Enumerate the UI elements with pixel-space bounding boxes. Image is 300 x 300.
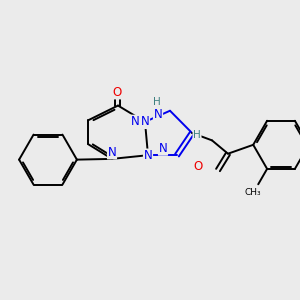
Text: N: N bbox=[159, 142, 167, 155]
Text: H: H bbox=[193, 130, 201, 140]
Text: H: H bbox=[153, 97, 161, 107]
Text: N: N bbox=[108, 146, 116, 159]
Text: CH₃: CH₃ bbox=[245, 188, 262, 197]
Text: N: N bbox=[144, 149, 152, 162]
Text: N: N bbox=[130, 116, 140, 128]
Text: N: N bbox=[154, 108, 162, 121]
Text: O: O bbox=[194, 160, 202, 173]
Text: O: O bbox=[112, 86, 122, 99]
Text: N: N bbox=[141, 116, 149, 128]
